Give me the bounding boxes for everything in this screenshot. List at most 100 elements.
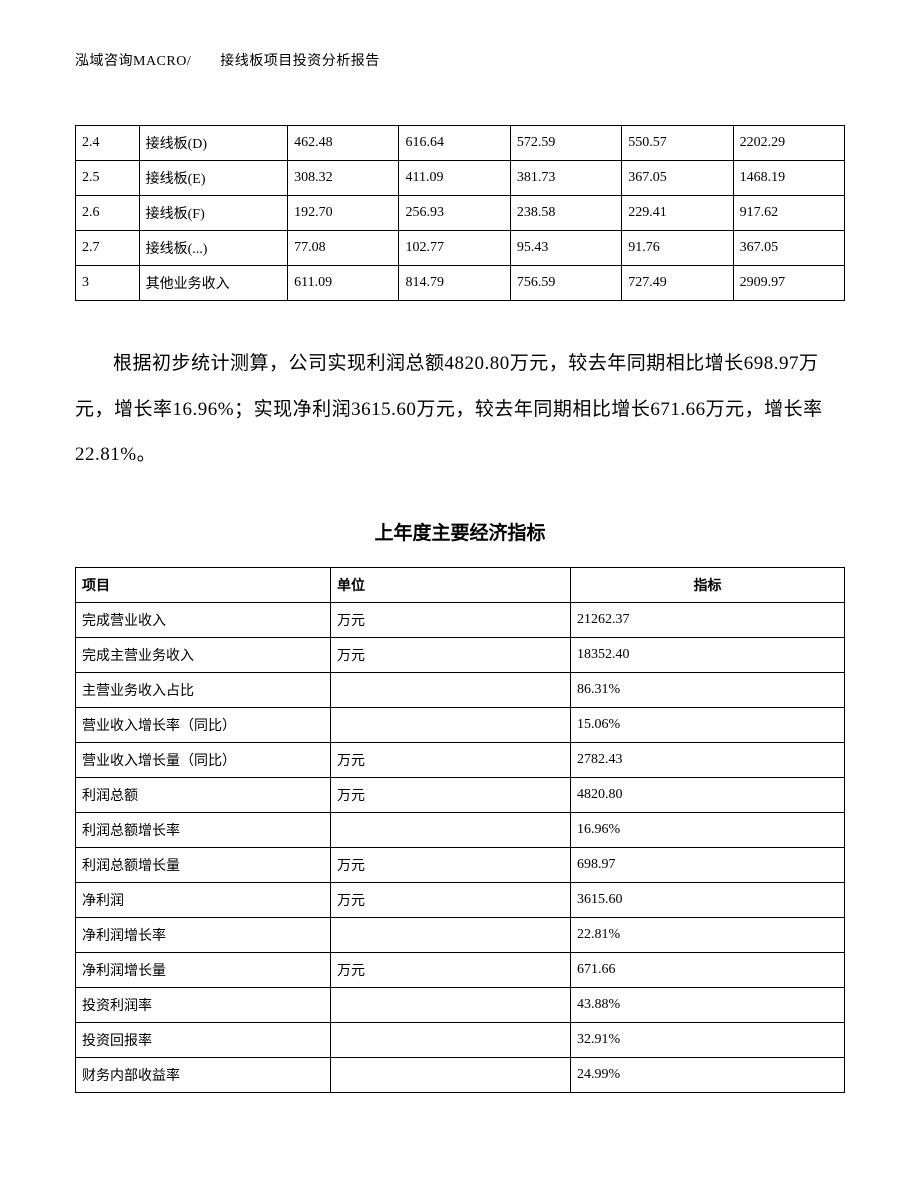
- cell-value: 367.05: [733, 231, 844, 266]
- cell-item: 投资利润率: [76, 987, 331, 1022]
- table-row: 净利润 万元 3615.60: [76, 882, 845, 917]
- cell-item: 利润总额: [76, 777, 331, 812]
- cell-item: 完成营业收入: [76, 602, 331, 637]
- cell-item: 完成主营业务收入: [76, 637, 331, 672]
- cell-item: 净利润增长量: [76, 952, 331, 987]
- cell-item: 利润总额增长率: [76, 812, 331, 847]
- cell-unit: [331, 987, 571, 1022]
- table-row: 完成主营业务收入 万元 18352.40: [76, 637, 845, 672]
- cell-name: 接线板(D): [139, 126, 287, 161]
- table-row: 完成营业收入 万元 21262.37: [76, 602, 845, 637]
- revenue-breakdown-table: 2.4 接线板(D) 462.48 616.64 572.59 550.57 2…: [75, 125, 845, 301]
- cell-item: 净利润增长率: [76, 917, 331, 952]
- cell-value: 1468.19: [733, 161, 844, 196]
- cell-unit: [331, 1057, 571, 1092]
- cell-item: 主营业务收入占比: [76, 672, 331, 707]
- cell-value: 192.70: [288, 196, 399, 231]
- table-row: 3 其他业务收入 611.09 814.79 756.59 727.49 290…: [76, 266, 845, 301]
- cell-name: 接线板(F): [139, 196, 287, 231]
- table-row: 净利润增长量 万元 671.66: [76, 952, 845, 987]
- cell-value: 24.99%: [571, 1057, 845, 1092]
- cell-unit: [331, 1022, 571, 1057]
- cell-value: 3615.60: [571, 882, 845, 917]
- cell-value: 32.91%: [571, 1022, 845, 1057]
- cell-value: 95.43: [510, 231, 621, 266]
- header-item: 项目: [76, 567, 331, 602]
- cell-value: 21262.37: [571, 602, 845, 637]
- cell-value: 238.58: [510, 196, 621, 231]
- cell-unit: [331, 917, 571, 952]
- cell-value: 4820.80: [571, 777, 845, 812]
- economic-indicators-table: 项目 单位 指标 完成营业收入 万元 21262.37 完成主营业务收入 万元 …: [75, 567, 845, 1093]
- cell-unit: [331, 707, 571, 742]
- cell-value: 22.81%: [571, 917, 845, 952]
- cell-value: 411.09: [399, 161, 510, 196]
- section-subtitle: 上年度主要经济指标: [75, 518, 845, 545]
- cell-unit: [331, 672, 571, 707]
- cell-value: 917.62: [733, 196, 844, 231]
- table-row: 主营业务收入占比 86.31%: [76, 672, 845, 707]
- cell-id: 2.4: [76, 126, 140, 161]
- table-row: 2.7 接线板(...) 77.08 102.77 95.43 91.76 36…: [76, 231, 845, 266]
- cell-item: 利润总额增长量: [76, 847, 331, 882]
- cell-value: 611.09: [288, 266, 399, 301]
- cell-value: 86.31%: [571, 672, 845, 707]
- cell-value: 698.97: [571, 847, 845, 882]
- cell-item: 净利润: [76, 882, 331, 917]
- cell-item: 财务内部收益率: [76, 1057, 331, 1092]
- table-row: 营业收入增长量（同比） 万元 2782.43: [76, 742, 845, 777]
- cell-value: 2909.97: [733, 266, 844, 301]
- cell-id: 2.5: [76, 161, 140, 196]
- cell-value: 381.73: [510, 161, 621, 196]
- cell-value: 256.93: [399, 196, 510, 231]
- cell-name: 其他业务收入: [139, 266, 287, 301]
- cell-value: 616.64: [399, 126, 510, 161]
- cell-value: 77.08: [288, 231, 399, 266]
- table-row: 利润总额增长率 16.96%: [76, 812, 845, 847]
- summary-paragraph: 根据初步统计测算，公司实现利润总额4820.80万元，较去年同期相比增长698.…: [75, 341, 845, 478]
- table-row: 净利润增长率 22.81%: [76, 917, 845, 952]
- table-row: 利润总额 万元 4820.80: [76, 777, 845, 812]
- cell-value: 756.59: [510, 266, 621, 301]
- cell-value: 91.76: [622, 231, 733, 266]
- header-value: 指标: [571, 567, 845, 602]
- cell-name: 接线板(...): [139, 231, 287, 266]
- cell-item: 投资回报率: [76, 1022, 331, 1057]
- cell-unit: [331, 812, 571, 847]
- cell-value: 550.57: [622, 126, 733, 161]
- cell-name: 接线板(E): [139, 161, 287, 196]
- cell-value: 229.41: [622, 196, 733, 231]
- cell-value: 462.48: [288, 126, 399, 161]
- cell-id: 2.7: [76, 231, 140, 266]
- table-row: 投资回报率 32.91%: [76, 1022, 845, 1057]
- cell-value: 308.32: [288, 161, 399, 196]
- cell-value: 102.77: [399, 231, 510, 266]
- table-row: 2.6 接线板(F) 192.70 256.93 238.58 229.41 9…: [76, 196, 845, 231]
- cell-value: 2202.29: [733, 126, 844, 161]
- cell-unit: 万元: [331, 777, 571, 812]
- table-row: 财务内部收益率 24.99%: [76, 1057, 845, 1092]
- cell-value: 727.49: [622, 266, 733, 301]
- cell-item: 营业收入增长率（同比）: [76, 707, 331, 742]
- cell-value: 671.66: [571, 952, 845, 987]
- cell-value: 18352.40: [571, 637, 845, 672]
- table-header-row: 项目 单位 指标: [76, 567, 845, 602]
- cell-value: 15.06%: [571, 707, 845, 742]
- cell-value: 572.59: [510, 126, 621, 161]
- table-row: 投资利润率 43.88%: [76, 987, 845, 1022]
- cell-id: 3: [76, 266, 140, 301]
- header-unit: 单位: [331, 567, 571, 602]
- table-row: 营业收入增长率（同比） 15.06%: [76, 707, 845, 742]
- cell-unit: 万元: [331, 847, 571, 882]
- cell-value: 43.88%: [571, 987, 845, 1022]
- cell-value: 2782.43: [571, 742, 845, 777]
- cell-value: 16.96%: [571, 812, 845, 847]
- cell-unit: 万元: [331, 882, 571, 917]
- page-header: 泓域咨询MACRO/ 接线板项目投资分析报告: [75, 50, 845, 70]
- cell-item: 营业收入增长量（同比）: [76, 742, 331, 777]
- table-row: 利润总额增长量 万元 698.97: [76, 847, 845, 882]
- table-row: 2.5 接线板(E) 308.32 411.09 381.73 367.05 1…: [76, 161, 845, 196]
- cell-value: 367.05: [622, 161, 733, 196]
- cell-unit: 万元: [331, 742, 571, 777]
- cell-unit: 万元: [331, 602, 571, 637]
